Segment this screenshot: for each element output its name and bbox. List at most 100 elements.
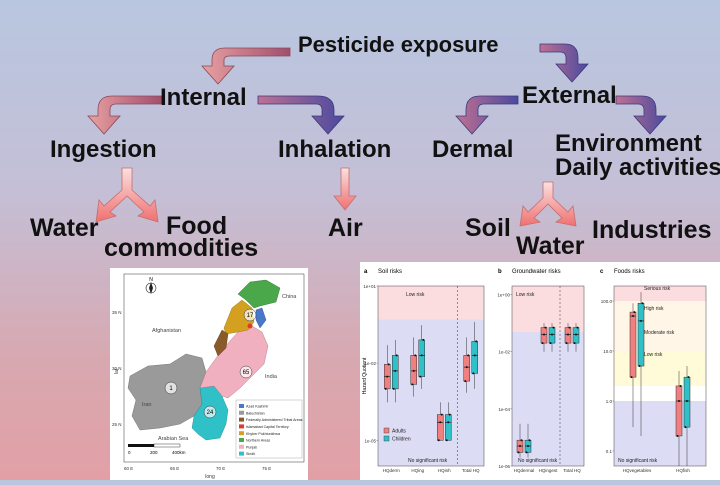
- data-point: [473, 354, 476, 357]
- box-children: [392, 355, 399, 390]
- legend-label: Azad Kashmir: [246, 405, 269, 409]
- country-afghanistan: Afghanistan: [152, 328, 181, 334]
- legend-label-adults: Adults: [392, 429, 406, 435]
- scale-200: 200: [150, 450, 158, 455]
- data-point: [394, 369, 397, 372]
- legend-label-children: Children: [392, 437, 411, 443]
- arrow-to-ingestion: [87, 95, 163, 135]
- data-point: [568, 326, 571, 329]
- label-industries: Industries: [592, 216, 712, 244]
- risk-charts: a Soil risks 1e+01 1e-02 1e-05 Hazard Quotien…: [362, 269, 707, 473]
- box-children: [471, 341, 478, 374]
- box-children: [637, 303, 645, 367]
- x-tick-label: HQingest: [539, 468, 559, 473]
- data-point: [687, 376, 690, 379]
- north-label: N: [149, 277, 153, 283]
- legend-label: Federally Administered Tribal Areas: [246, 418, 303, 422]
- long-axis-label: long: [205, 474, 215, 480]
- y-tick-label: 100.0: [601, 299, 613, 304]
- country-china: China: [282, 294, 297, 300]
- legend-swatch-adults: [383, 427, 390, 434]
- legend-box: [235, 399, 303, 459]
- label-environment: Environment: [555, 130, 702, 157]
- legend-label: Sindh: [246, 452, 255, 456]
- long-tick-70: 70 E: [216, 466, 225, 471]
- box-adults: [629, 311, 637, 378]
- annotation-risk-level: Serious risk: [644, 286, 671, 292]
- region-number-17: 17: [247, 313, 254, 319]
- data-point: [544, 326, 547, 329]
- risk-band: [614, 301, 706, 351]
- data-point: [440, 413, 443, 416]
- data-point: [573, 342, 576, 345]
- data-point: [525, 451, 528, 454]
- map-legend: Azad Kashmir Baluchistan Federally Adminis…: [235, 399, 303, 459]
- x-tick-label: HQderm: [383, 468, 400, 473]
- legend-swatch: [239, 410, 244, 415]
- box-children: [418, 339, 425, 377]
- data-point: [641, 302, 644, 305]
- annotation-low-risk: Low risk: [516, 292, 535, 298]
- legend-swatch: [239, 404, 244, 408]
- arrow-to-internal: [201, 47, 291, 85]
- box-adults: [463, 355, 470, 382]
- box-adults: [675, 385, 683, 437]
- chart-title: Foods risks: [614, 269, 645, 275]
- arrow-to-inhalation: [257, 95, 345, 135]
- x-tick-label: HQdermal: [514, 468, 535, 473]
- risk-band: [512, 286, 584, 332]
- data-point: [392, 387, 395, 390]
- x-tick-label: Total HQ: [462, 468, 480, 473]
- legend-label: Punjab: [246, 445, 257, 449]
- data-point: [520, 439, 523, 442]
- risk-band: [614, 386, 706, 401]
- title-pesticide-exposure: Pesticide exposure: [298, 32, 499, 57]
- legend-swatch: [239, 417, 244, 422]
- y-tick-label: 1e-02: [498, 350, 510, 355]
- long-tick-75: 75 E: [262, 466, 271, 471]
- label-daily-activities: Daily activities: [555, 154, 720, 181]
- label-soil: Soil: [465, 214, 511, 242]
- scale-400: 400km: [172, 450, 186, 455]
- data-point: [565, 342, 568, 345]
- panel-letter: c: [600, 269, 604, 275]
- data-point: [447, 421, 450, 424]
- legend-label: Northern Areas: [246, 439, 270, 443]
- data-point: [422, 338, 425, 341]
- arrow-to-environment: [615, 95, 667, 135]
- data-point: [575, 333, 577, 336]
- data-point: [411, 383, 414, 386]
- label-food: Food: [166, 212, 228, 240]
- legend-swatch: [239, 451, 244, 456]
- y-tick-label: 1.0: [606, 399, 613, 404]
- data-point: [686, 400, 688, 402]
- box-adults: [437, 414, 444, 441]
- risk-band: [378, 319, 484, 466]
- label-dermal: Dermal: [432, 136, 514, 163]
- x-tick-label: HQvegetables: [623, 468, 652, 473]
- region-fata: [213, 329, 229, 357]
- data-point: [437, 439, 440, 442]
- data-point: [517, 451, 520, 454]
- country-india: India: [265, 374, 278, 380]
- legend-swatch-children: [383, 435, 390, 442]
- data-point: [576, 326, 579, 329]
- risk-band: [614, 401, 706, 466]
- data-point: [567, 333, 569, 336]
- data-point: [464, 380, 467, 383]
- annotation-risk-level: High risk: [644, 306, 664, 312]
- data-point: [475, 340, 478, 343]
- pakistan-map: N 17 65 1 24 Afghanistan Iran India Chin…: [112, 273, 305, 480]
- chart-panel-c: c Foods risks 100.0 10.0 1.0 0.1 HQvegetables H…: [600, 269, 707, 473]
- data-point: [519, 445, 521, 448]
- label-air: Air: [328, 214, 363, 242]
- lat-axis-label: lat: [114, 368, 120, 374]
- y-tick-label: 1e-06: [498, 464, 510, 469]
- data-point: [445, 439, 448, 442]
- chart-panel-a: a Soil risks 1e+01 1e-02 1e-05 Hazard Quotien…: [362, 269, 485, 473]
- data-point: [543, 333, 545, 336]
- data-point: [630, 376, 633, 379]
- risk-band: [614, 351, 706, 386]
- chart-title: Soil risks: [378, 269, 402, 275]
- region-number-24: 24: [207, 410, 214, 416]
